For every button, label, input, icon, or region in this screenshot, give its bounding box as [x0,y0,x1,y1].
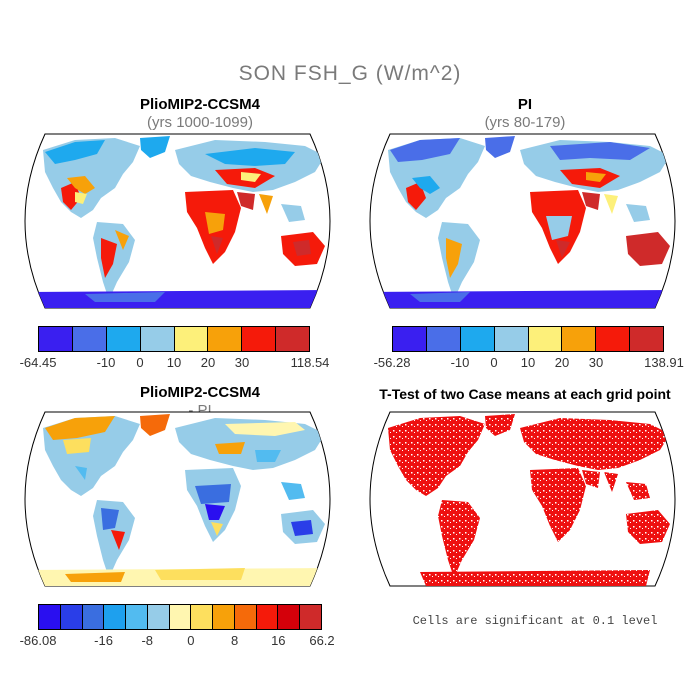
continent-africa [530,468,586,542]
colorbar-swatch [174,327,209,351]
colorbar-swatch [276,327,309,351]
colorbar-tick-label: -64.45 [19,355,57,370]
colorbar-swatch [256,605,279,629]
continent-antarctica [370,290,675,308]
continent-north-america [388,416,485,496]
panel-subtitle-top-right: (yrs 80-179) [484,114,566,131]
colorbar-swatch [596,327,631,351]
colorbar-swatch [140,327,175,351]
colorbar-tick-label: 10 [166,355,182,370]
continent-antarctica [420,570,650,586]
colorbar-bottom-left [38,604,322,630]
colorbar-swatch [169,605,192,629]
colorbar-tick-label: 10 [520,355,536,370]
colorbar-tick-label: 138.91 [644,355,684,370]
panel-title-bottom-left: PlioMIP2-CCSM4 [139,384,260,401]
panel-title-top-right: PI [517,96,533,113]
colorbar-swatch [528,327,563,351]
colorbar-swatch [278,605,301,629]
continent-south-america [438,500,480,578]
colorbar-top-left [38,326,310,352]
colorbar-swatch [234,605,257,629]
colorbar-swatch [147,605,170,629]
colorbar-swatch [562,327,597,351]
significance-note: Cells are significant at 0.1 level [412,614,658,628]
colorbar-tick-label: -56.28 [373,355,411,370]
colorbar-swatch [82,605,105,629]
colorbar-swatch [213,605,235,629]
colorbar-swatch [191,605,214,629]
colorbar-top-right [392,326,664,352]
landmass-greenland [485,414,515,436]
colorbar-tick-label: 30 [234,355,250,370]
continent-antarctica [25,290,330,308]
continent-eurasia [520,418,670,470]
colorbar-tick-label: -16 [94,633,113,648]
map-top-left [24,133,331,309]
colorbar-swatch [106,327,141,351]
continent-australia [626,510,670,544]
colorbar-tick-label: 20 [200,355,216,370]
colorbar-swatch [39,605,61,629]
colorbar-swatch [426,327,461,351]
colorbar-tick-label: 0 [187,633,195,648]
panel-subtitle-top-left: (yrs 1000-1099) [147,114,253,131]
colorbar-tick-label: 16 [271,633,286,648]
colorbar-swatch [126,605,148,629]
colorbar-tick-label: -8 [141,633,153,648]
map-bottom-right-significance [369,411,676,587]
colorbar-tick-label: -86.08 [19,633,57,648]
colorbar-tick-label: 8 [230,633,239,648]
colorbar-swatch [208,327,243,351]
colorbar-tick-label: 118.54 [290,355,330,370]
landmass-greenland [485,136,515,158]
colorbar-swatch [630,327,663,351]
colorbar-tick-label: 20 [554,355,570,370]
colorbar-swatch [242,327,277,351]
colorbar-tick-label: 66.2 [309,633,335,648]
continent-australia [626,232,670,266]
colorbar-tick-label: 0 [136,355,144,370]
colorbar-tick-label: 30 [588,355,604,370]
landmass-greenland [140,414,170,436]
colorbar-swatch [72,327,107,351]
colorbar-swatch [104,605,127,629]
colorbar-tick-label: -10 [96,355,116,370]
colorbar-swatch [39,327,73,351]
figure-title: SON FSH_G (W/m^2) [238,62,462,85]
map-bottom-left [24,411,331,587]
panel-title-bottom-right: T-Test of two Case means at each grid po… [379,386,671,402]
colorbar-tick-label: -10 [450,355,470,370]
colorbar-swatch [460,327,495,351]
colorbar-swatch [300,605,321,629]
colorbar-swatch [494,327,529,351]
landmass-greenland [140,136,170,158]
colorbar-swatch [60,605,83,629]
panel-title-top-left: PlioMIP2-CCSM4 [139,96,260,113]
colorbar-tick-label: 0 [490,355,498,370]
map-top-right [369,133,676,309]
colorbar-swatch [393,327,427,351]
